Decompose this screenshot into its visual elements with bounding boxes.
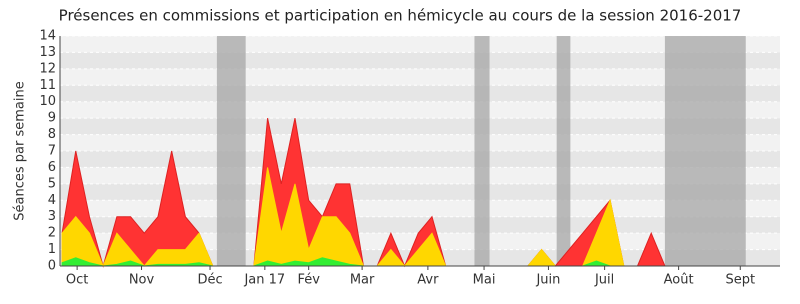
x-tick-label: Jan 17 (243, 273, 285, 288)
x-tick-label: Juil (594, 273, 614, 288)
y-tick-label: 11 (39, 78, 56, 93)
x-tick-label: Août (664, 273, 694, 288)
y-tick-label: 2 (48, 226, 56, 241)
x-tick-label: Déc (197, 273, 222, 288)
x-tick-label: Nov (129, 273, 155, 288)
y-tick-label: 7 (48, 144, 56, 159)
y-axis-label: Séances par semaine (13, 81, 28, 220)
y-tick-label: 10 (39, 94, 56, 109)
recess-period (474, 36, 490, 266)
y-tick-label: 13 (39, 45, 56, 60)
y-tick-label: 3 (48, 209, 56, 224)
x-tick-label: Avr (417, 273, 439, 288)
recess-period (556, 36, 571, 266)
y-tick-label: 12 (39, 61, 56, 76)
x-tick-label: Juin (535, 273, 560, 288)
y-tick-label: 14 (39, 29, 56, 44)
y-tick-label: 5 (48, 176, 56, 191)
x-tick-label: Mar (350, 273, 375, 288)
y-tick-label: 9 (48, 111, 56, 126)
chart-title: Présences en commissions et participatio… (59, 7, 742, 25)
recess-period (664, 36, 746, 266)
y-tick-label: 4 (48, 193, 56, 208)
y-tick-label: 8 (48, 127, 56, 142)
y-tick-label: 0 (48, 259, 56, 274)
x-tick-label: Mai (473, 273, 496, 288)
y-tick-label: 6 (48, 160, 56, 175)
x-tick-label: Oct (66, 273, 88, 288)
y-tick-label: 1 (48, 242, 56, 257)
recess-period (216, 36, 246, 266)
x-tick-label: Fév (297, 273, 320, 288)
x-tick-label: Sept (725, 273, 755, 288)
